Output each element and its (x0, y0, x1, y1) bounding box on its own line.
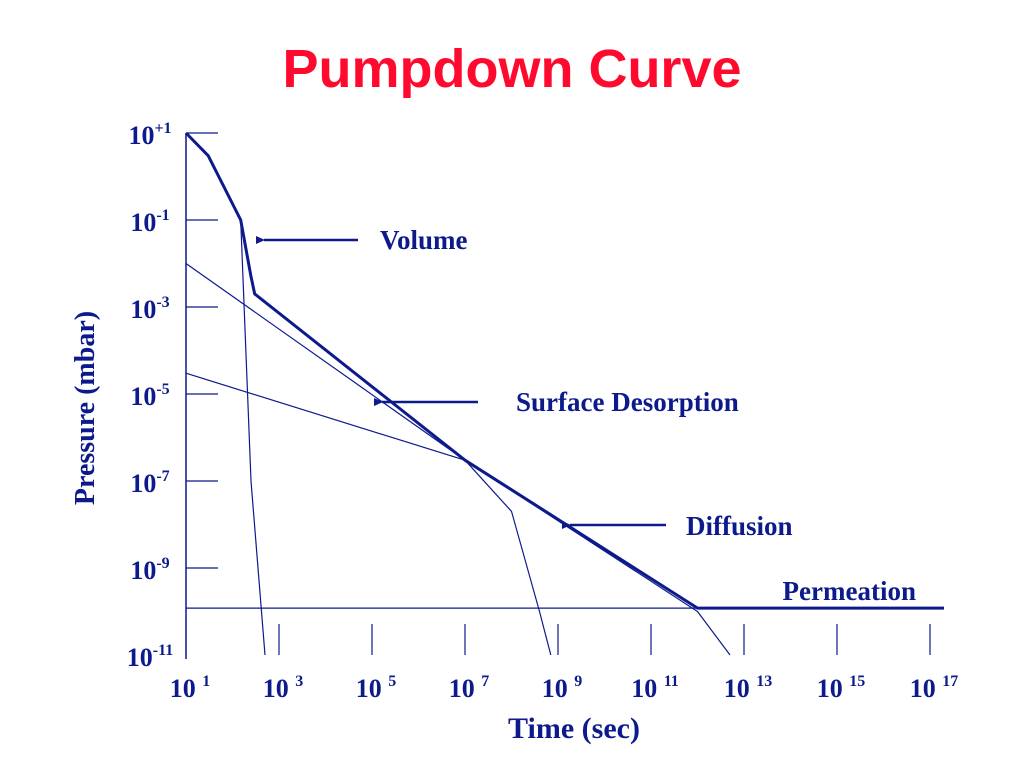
annotation-surface: Surface Desorption (516, 387, 739, 417)
x-tick-label: 10 13 (724, 673, 773, 703)
curve-total (184, 131, 944, 610)
x-tick-label: 10 1 (170, 673, 211, 703)
annotations: Volume Surface Desorption Diffusion Permeat… (256, 225, 916, 606)
y-tick-label: 10-1 (130, 207, 169, 237)
y-axis-ticks: 10+1 10-1 10-3 10-5 10-7 10-9 10-11 (127, 120, 218, 672)
x-tick-label: 10 7 (449, 673, 490, 703)
y-tick-label: 10-9 (130, 555, 169, 585)
y-tick-label: 10-11 (127, 642, 173, 672)
y-tick-label: 10-5 (130, 381, 169, 411)
y-tick-label: 10-7 (130, 468, 169, 498)
x-tick-label: 10 11 (631, 673, 679, 703)
annotation-permeation: Permeation (783, 576, 916, 606)
y-axis-label: Pressure (mbar) (70, 311, 101, 505)
annotation-volume: Volume (380, 225, 468, 255)
curve-surface (185, 263, 552, 656)
y-tick-label: 10-3 (130, 294, 169, 324)
y-tick-label: 10+1 (128, 120, 171, 150)
x-axis-ticks: 10 1 10 3 10 5 10 7 10 9 10 11 10 13 10 15 10 17 (170, 624, 959, 703)
x-axis-label: Time (sec) (508, 712, 640, 745)
x-tick-label: 10 17 (910, 673, 959, 703)
curves (184, 131, 944, 656)
x-tick-label: 10 5 (356, 673, 397, 703)
x-tick-label: 10 3 (263, 673, 304, 703)
annotation-diffusion: Diffusion (686, 511, 793, 541)
x-tick-label: 10 9 (542, 673, 583, 703)
chart-title: Pumpdown Curve (282, 39, 742, 99)
x-tick-label: 10 15 (817, 673, 866, 703)
